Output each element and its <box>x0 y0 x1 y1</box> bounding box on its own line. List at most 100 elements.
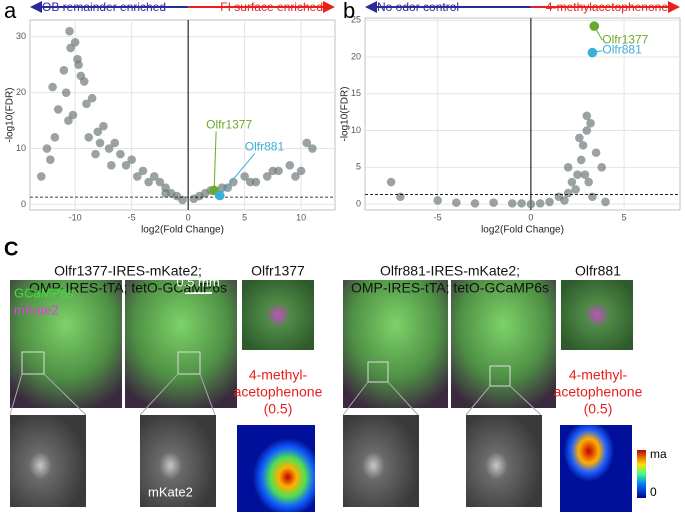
point <box>386 177 396 187</box>
odor: 4-methyl- <box>569 367 628 383</box>
y-tick-label: 10 <box>351 125 361 135</box>
point <box>65 26 74 36</box>
header-left: No odor control <box>377 0 459 14</box>
title: Olfr1377-IRES-mKate2; <box>54 263 202 279</box>
point <box>223 183 232 192</box>
x-tick-label: 0 <box>528 212 533 222</box>
point <box>578 140 588 150</box>
panel-label: a <box>4 0 17 23</box>
point <box>161 188 170 198</box>
point <box>46 155 55 165</box>
y-tick-label: 15 <box>351 88 361 98</box>
point <box>489 198 498 207</box>
point <box>433 196 442 205</box>
point <box>584 177 593 187</box>
point <box>74 60 83 70</box>
point <box>66 43 75 53</box>
highlight-label: Olfr881 <box>245 140 285 154</box>
point <box>545 197 554 207</box>
roi-box <box>177 351 201 375</box>
point <box>107 160 116 170</box>
point <box>245 177 255 187</box>
point <box>53 105 63 114</box>
highlight-point <box>587 47 598 58</box>
label: mKate2 <box>148 484 193 499</box>
panel-label: b <box>343 0 355 23</box>
heatmap <box>560 425 632 512</box>
panel-label: C <box>4 238 18 260</box>
point <box>582 111 592 121</box>
point <box>573 170 582 179</box>
brain-image <box>451 280 556 408</box>
point <box>571 185 580 194</box>
x-tick-label: -5 <box>128 212 136 222</box>
title: OMP-IRES-tTA; tetO-GCaMP6s <box>351 280 549 296</box>
point <box>229 177 238 187</box>
roi-box <box>21 351 45 375</box>
point <box>155 177 165 187</box>
point <box>144 177 153 187</box>
point <box>64 116 73 125</box>
point <box>138 166 148 176</box>
y-tick-label: 0 <box>21 199 26 209</box>
zoom-lines <box>342 381 542 416</box>
point <box>575 133 584 143</box>
point <box>597 163 607 172</box>
point <box>591 148 601 157</box>
point <box>580 170 590 179</box>
point <box>302 138 312 148</box>
brain-image <box>343 280 448 408</box>
zoom-image <box>466 415 542 507</box>
x-tick-label: 0 <box>186 212 191 222</box>
y-axis-label: -log10(FDR) <box>5 87 16 142</box>
point <box>87 93 97 103</box>
title: Olfr881 <box>575 263 621 279</box>
point <box>576 155 586 165</box>
point <box>240 172 249 181</box>
y-tick-label: 20 <box>16 87 26 97</box>
header-left: OB remainder enriched <box>42 0 166 14</box>
point <box>396 192 405 202</box>
point <box>308 144 317 153</box>
point <box>116 149 125 159</box>
x-tick-label: -10 <box>69 212 82 222</box>
highlight-point <box>589 21 600 31</box>
point <box>526 199 536 209</box>
point <box>82 99 91 109</box>
point <box>285 160 295 170</box>
x-tick-label: 5 <box>622 212 627 222</box>
point <box>149 172 159 181</box>
point <box>470 199 480 208</box>
inset-image <box>242 280 314 350</box>
point <box>50 133 60 142</box>
zoom-image <box>10 415 86 507</box>
point <box>517 199 526 208</box>
point <box>42 144 52 153</box>
highlight-point <box>214 190 225 201</box>
y-tick-label: 30 <box>16 31 26 41</box>
header-right: 4-methylacetophenone <box>546 0 668 14</box>
point <box>535 199 545 208</box>
point <box>133 172 142 181</box>
y-axis-label: -log10(FDR) <box>340 86 351 141</box>
point <box>586 118 595 128</box>
leader-line <box>219 153 256 196</box>
point <box>84 133 94 142</box>
x-tick-label: -5 <box>434 212 442 222</box>
y-tick-label: 25 <box>351 15 361 25</box>
plot-area <box>29 19 336 211</box>
brain-image <box>125 280 237 408</box>
x-tick-label: 10 <box>296 212 306 222</box>
odor: (0.5) <box>584 401 613 417</box>
point <box>582 126 592 135</box>
point <box>59 65 69 75</box>
inset-image <box>561 280 633 350</box>
point <box>127 155 136 165</box>
highlight-label: Olfr1377 <box>206 118 252 132</box>
point <box>93 127 103 137</box>
x-axis-label: log2(Fold Change) <box>481 225 564 236</box>
point <box>563 188 573 198</box>
y-tick-label: 20 <box>351 51 361 61</box>
roi-box <box>367 361 389 383</box>
x-axis-label: log2(Fold Change) <box>141 225 224 236</box>
